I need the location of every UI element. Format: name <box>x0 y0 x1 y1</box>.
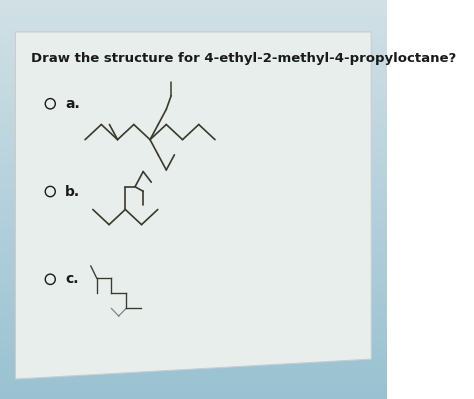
Text: a.: a. <box>65 97 80 111</box>
Text: b.: b. <box>65 184 80 199</box>
Text: c.: c. <box>65 272 79 286</box>
Polygon shape <box>16 32 371 379</box>
Text: Draw the structure for 4-ethyl-2-methyl-4-propyloctane?: Draw the structure for 4-ethyl-2-methyl-… <box>31 52 456 65</box>
